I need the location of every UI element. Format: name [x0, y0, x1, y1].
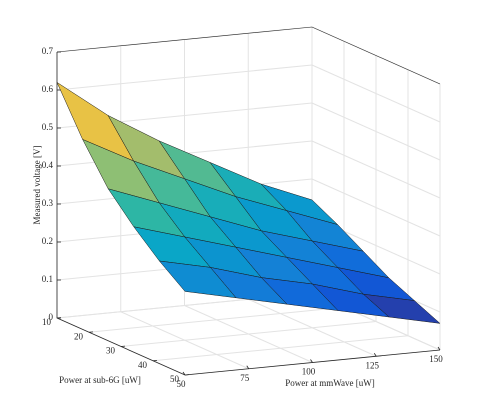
z-tick-label: 0.2 [42, 236, 53, 246]
z-tick-label: 0.6 [42, 84, 54, 94]
x-tick-label: 10 [42, 317, 52, 327]
x-tick-label: 40 [138, 360, 148, 370]
grid-line [184, 305, 313, 363]
box-edge [56, 26, 441, 85]
grid-line [56, 64, 313, 91]
tick-mark [437, 346, 441, 351]
tick-mark [310, 359, 313, 363]
tick-mark [246, 365, 250, 369]
z-tick-label: 0 [49, 312, 54, 322]
tick-mark [373, 353, 377, 357]
z-tick-label: 0.5 [42, 122, 54, 132]
z-axis-label: Measured voltage [V] [32, 146, 42, 225]
surface-patch [158, 260, 237, 299]
tick-mark [182, 371, 186, 376]
y-tick-label: 75 [240, 373, 250, 383]
x-axis-label: Power at sub-6G [uW] [59, 375, 141, 385]
grid-line [311, 140, 441, 199]
x-tick-label: 30 [106, 346, 116, 356]
x-tick-label: 50 [170, 374, 180, 384]
grid-line [311, 102, 441, 161]
z-tick-label: 0.1 [42, 274, 53, 284]
y-tick-label: 125 [366, 360, 380, 370]
grid-line [248, 298, 377, 357]
y-tick-label: 150 [429, 354, 443, 364]
y-axis-label: Power at mmWave [uW] [285, 378, 375, 388]
z-tick-label: 0.3 [42, 198, 54, 208]
grid-line [311, 64, 441, 123]
x-tick-label: 20 [74, 331, 84, 341]
y-tick-label: 50 [177, 379, 187, 389]
z-tick-label: 0.4 [42, 160, 54, 170]
z-tick-label: 0.7 [42, 46, 54, 56]
y-tick-label: 100 [302, 367, 316, 377]
grid-line [311, 178, 441, 237]
grid-line [120, 311, 249, 370]
